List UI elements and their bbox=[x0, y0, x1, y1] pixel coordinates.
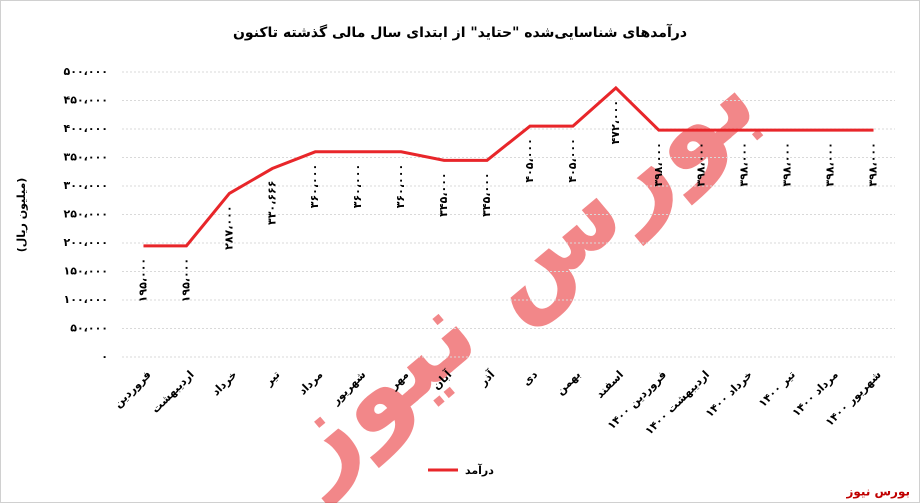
data-label: ۳۳۰،۶۶۶ bbox=[265, 181, 278, 225]
data-label: ۱۹۵،۰۰۰ bbox=[136, 258, 149, 302]
data-label: ۳۴۵،۰۰۰ bbox=[437, 172, 450, 216]
y-tick-label: ۴۵۰،۰۰۰ bbox=[64, 94, 108, 107]
y-tick-label: ۳۰۰،۰۰۰ bbox=[64, 179, 108, 192]
data-label: ۱۹۵،۰۰۰ bbox=[179, 258, 192, 302]
data-label: ۳۹۸،۰۰۰ bbox=[824, 142, 837, 186]
y-tick-label: ۳۵۰،۰۰۰ bbox=[64, 151, 108, 164]
data-label: ۳۹۸،۰۰۰ bbox=[867, 142, 880, 186]
data-label: ۲۸۷،۰۰۰ bbox=[222, 205, 235, 249]
data-label: ۳۶۰،۰۰۰ bbox=[308, 164, 321, 208]
y-tick-label: ۴۰۰،۰۰۰ bbox=[64, 122, 108, 135]
data-label: ۳۴۵،۰۰۰ bbox=[480, 172, 493, 216]
data-label: ۴۰۵،۰۰۰ bbox=[523, 138, 536, 182]
y-tick-label: ۰ bbox=[101, 350, 108, 363]
y-tick-label: ۵۰،۰۰۰ bbox=[70, 322, 108, 335]
data-label: ۳۹۸،۰۰۰ bbox=[695, 142, 708, 186]
y-axis-title: (میلیون ریال) bbox=[15, 178, 28, 253]
data-label: ۴۷۲،۰۰۰ bbox=[609, 100, 622, 144]
y-tick-label: ۵۰۰،۰۰۰ bbox=[64, 65, 108, 78]
data-label: ۳۶۰،۰۰۰ bbox=[394, 164, 407, 208]
y-tick-label: ۲۵۰،۰۰۰ bbox=[64, 208, 108, 221]
legend-label: درآمد bbox=[465, 463, 494, 477]
data-label: ۳۹۸،۰۰۰ bbox=[781, 142, 794, 186]
source: بورس نیوز bbox=[845, 485, 910, 500]
data-label: ۳۶۰،۰۰۰ bbox=[351, 164, 364, 208]
series-line bbox=[143, 85, 874, 248]
y-tick-label: ۲۰۰،۰۰۰ bbox=[64, 236, 108, 249]
chart-title: درآمدهای شناسایی‌شده "حتاید" از ابتدای س… bbox=[233, 23, 687, 41]
data-label: ۳۹۸،۰۰۰ bbox=[738, 142, 751, 186]
data-label: ۴۰۵،۰۰۰ bbox=[566, 138, 579, 182]
data-label: ۳۹۸،۰۰۰ bbox=[652, 142, 665, 186]
y-tick-label: ۱۰۰،۰۰۰ bbox=[64, 293, 108, 306]
y-tick-label: ۱۵۰،۰۰۰ bbox=[64, 265, 108, 278]
